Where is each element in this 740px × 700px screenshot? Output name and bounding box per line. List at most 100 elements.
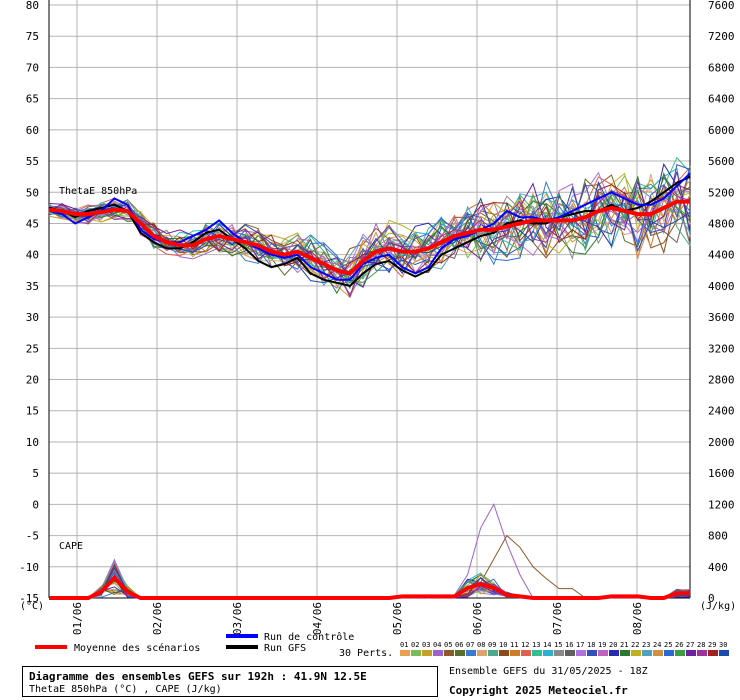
plot-area	[49, 0, 690, 598]
thetae-panel-label: ThetaE 850hPa	[59, 186, 137, 197]
left-axis-unit: (°C)	[20, 601, 44, 612]
legend-pert-number: 17	[576, 641, 584, 649]
legend-control-label: Run de contrôle	[264, 631, 354, 643]
legend-pert-number: 18	[587, 641, 595, 649]
legend-pert-swatch	[642, 650, 652, 656]
legend-pert-swatch	[576, 650, 586, 656]
legend-pert-swatch	[686, 650, 696, 656]
legend-pert-swatch	[565, 650, 575, 656]
date-tick-label: 07/06	[551, 602, 564, 635]
left-tick-label: -10	[19, 561, 39, 574]
left-tick-label: 70	[26, 61, 39, 74]
legend-pert-swatch	[433, 650, 443, 656]
legend-pert-swatch	[697, 650, 707, 656]
legend-pert-number: 15	[554, 641, 562, 649]
legend-pert-swatch	[587, 650, 597, 656]
right-tick-label: 2800	[708, 374, 735, 387]
legend-pert-number: 25	[664, 641, 672, 649]
left-tick-label: 0	[32, 498, 39, 511]
left-tick-label: 45	[26, 217, 39, 230]
right-tick-label: 6000	[708, 124, 735, 137]
chart-subtitle: ThetaE 850hPa (°C) , CAPE (J/kg)	[29, 684, 222, 695]
left-tick-label: 60	[26, 124, 39, 137]
date-tick-label: 06/06	[471, 602, 484, 635]
date-tick-label: 05/06	[391, 602, 404, 635]
legend-pert-swatch	[664, 650, 674, 656]
perturbation-line-28	[48, 184, 691, 299]
left-tick-label: -5	[26, 530, 39, 543]
legend-pert-number: 29	[708, 641, 716, 649]
legend-pert-swatch	[598, 650, 608, 656]
right-tick-label: 7600	[708, 0, 735, 12]
legend-pert-swatch	[422, 650, 432, 656]
run-info: Ensemble GEFS du 31/05/2025 - 18Z	[449, 666, 648, 677]
legend-pert-number: 08	[477, 641, 485, 649]
legend-pert-number: 30	[719, 641, 727, 649]
legend-pert-number: 23	[642, 641, 650, 649]
legend-pert-number: 09	[488, 641, 496, 649]
legend-pert-number: 16	[565, 641, 573, 649]
copyright: Copyright 2025 Meteociel.fr	[449, 684, 628, 697]
legend-pert-swatch	[510, 650, 520, 656]
date-tick-label: 08/06	[631, 602, 644, 635]
left-tick-label: 25	[26, 342, 39, 355]
perturbation-line-29	[48, 184, 691, 281]
legend-pert-number: 27	[686, 641, 694, 649]
legend-pert-number: 10	[499, 641, 507, 649]
legend-pert-swatch	[411, 650, 421, 656]
legend-pert-swatch	[477, 650, 487, 656]
legend-pert-number: 21	[620, 641, 628, 649]
legend-pert-swatch	[620, 650, 630, 656]
ensemble-mean-line	[48, 199, 690, 276]
legend-pert-number: 20	[609, 641, 617, 649]
legend-pert-number: 05	[444, 641, 452, 649]
chart-title: Diagramme des ensembles GEFS sur 192h : …	[29, 670, 367, 683]
perturbation-line-14	[48, 167, 691, 289]
left-tick-label: 75	[26, 30, 39, 43]
date-tick-label: 03/06	[231, 602, 244, 635]
left-tick-label: 30	[26, 311, 39, 324]
legend-pert-swatch	[400, 650, 410, 656]
right-tick-label: 400	[708, 561, 728, 574]
legend-pert-swatch	[631, 650, 641, 656]
legend-pert-swatch	[609, 650, 619, 656]
perturbation-line-24	[48, 186, 691, 280]
right-tick-label: 2400	[708, 405, 735, 418]
legend-pert-swatch	[455, 650, 465, 656]
left-tick-label: 5	[32, 467, 39, 480]
right-axis-unit: (J/kg)	[700, 601, 736, 612]
left-tick-label: 50	[26, 186, 39, 199]
legend-pert-number: 26	[675, 641, 683, 649]
legend-pert-number: 03	[422, 641, 430, 649]
legend-mean-label: Moyenne des scénarios	[74, 642, 200, 654]
left-tick-label: 55	[26, 155, 39, 168]
right-tick-label: 4800	[708, 217, 735, 230]
legend-pert-swatch	[653, 650, 663, 656]
legend-pert-number: 11	[510, 641, 518, 649]
date-tick-label: 04/06	[311, 602, 324, 635]
legend-pert-number: 24	[653, 641, 661, 649]
right-tick-label: 4400	[708, 249, 735, 262]
control-run-line	[48, 172, 691, 281]
legend-pert-number: 01	[400, 641, 408, 649]
left-tick-label: 20	[26, 374, 39, 387]
legend-pert-swatch	[488, 650, 498, 656]
date-tick-label: 01/06	[71, 602, 84, 635]
legend-pert-swatch	[466, 650, 476, 656]
legend-perts-label: 30 Perts.	[339, 648, 393, 659]
right-tick-label: 2000	[708, 436, 735, 449]
legend-pert-swatch	[708, 650, 718, 656]
left-tick-label: -15	[19, 592, 39, 605]
legend-pert-swatch	[444, 650, 454, 656]
legend-pert-number: 07	[466, 641, 474, 649]
right-tick-label: 3200	[708, 342, 735, 355]
cape-mean-line	[49, 574, 690, 600]
right-tick-label: 3600	[708, 311, 735, 324]
legend-pert-number: 02	[411, 641, 419, 649]
right-tick-label: 0	[708, 592, 715, 605]
legend-pert-number: 19	[598, 641, 606, 649]
right-tick-label: 800	[708, 530, 728, 543]
left-tick-label: 10	[26, 436, 39, 449]
legend-pert-swatch	[719, 650, 729, 656]
